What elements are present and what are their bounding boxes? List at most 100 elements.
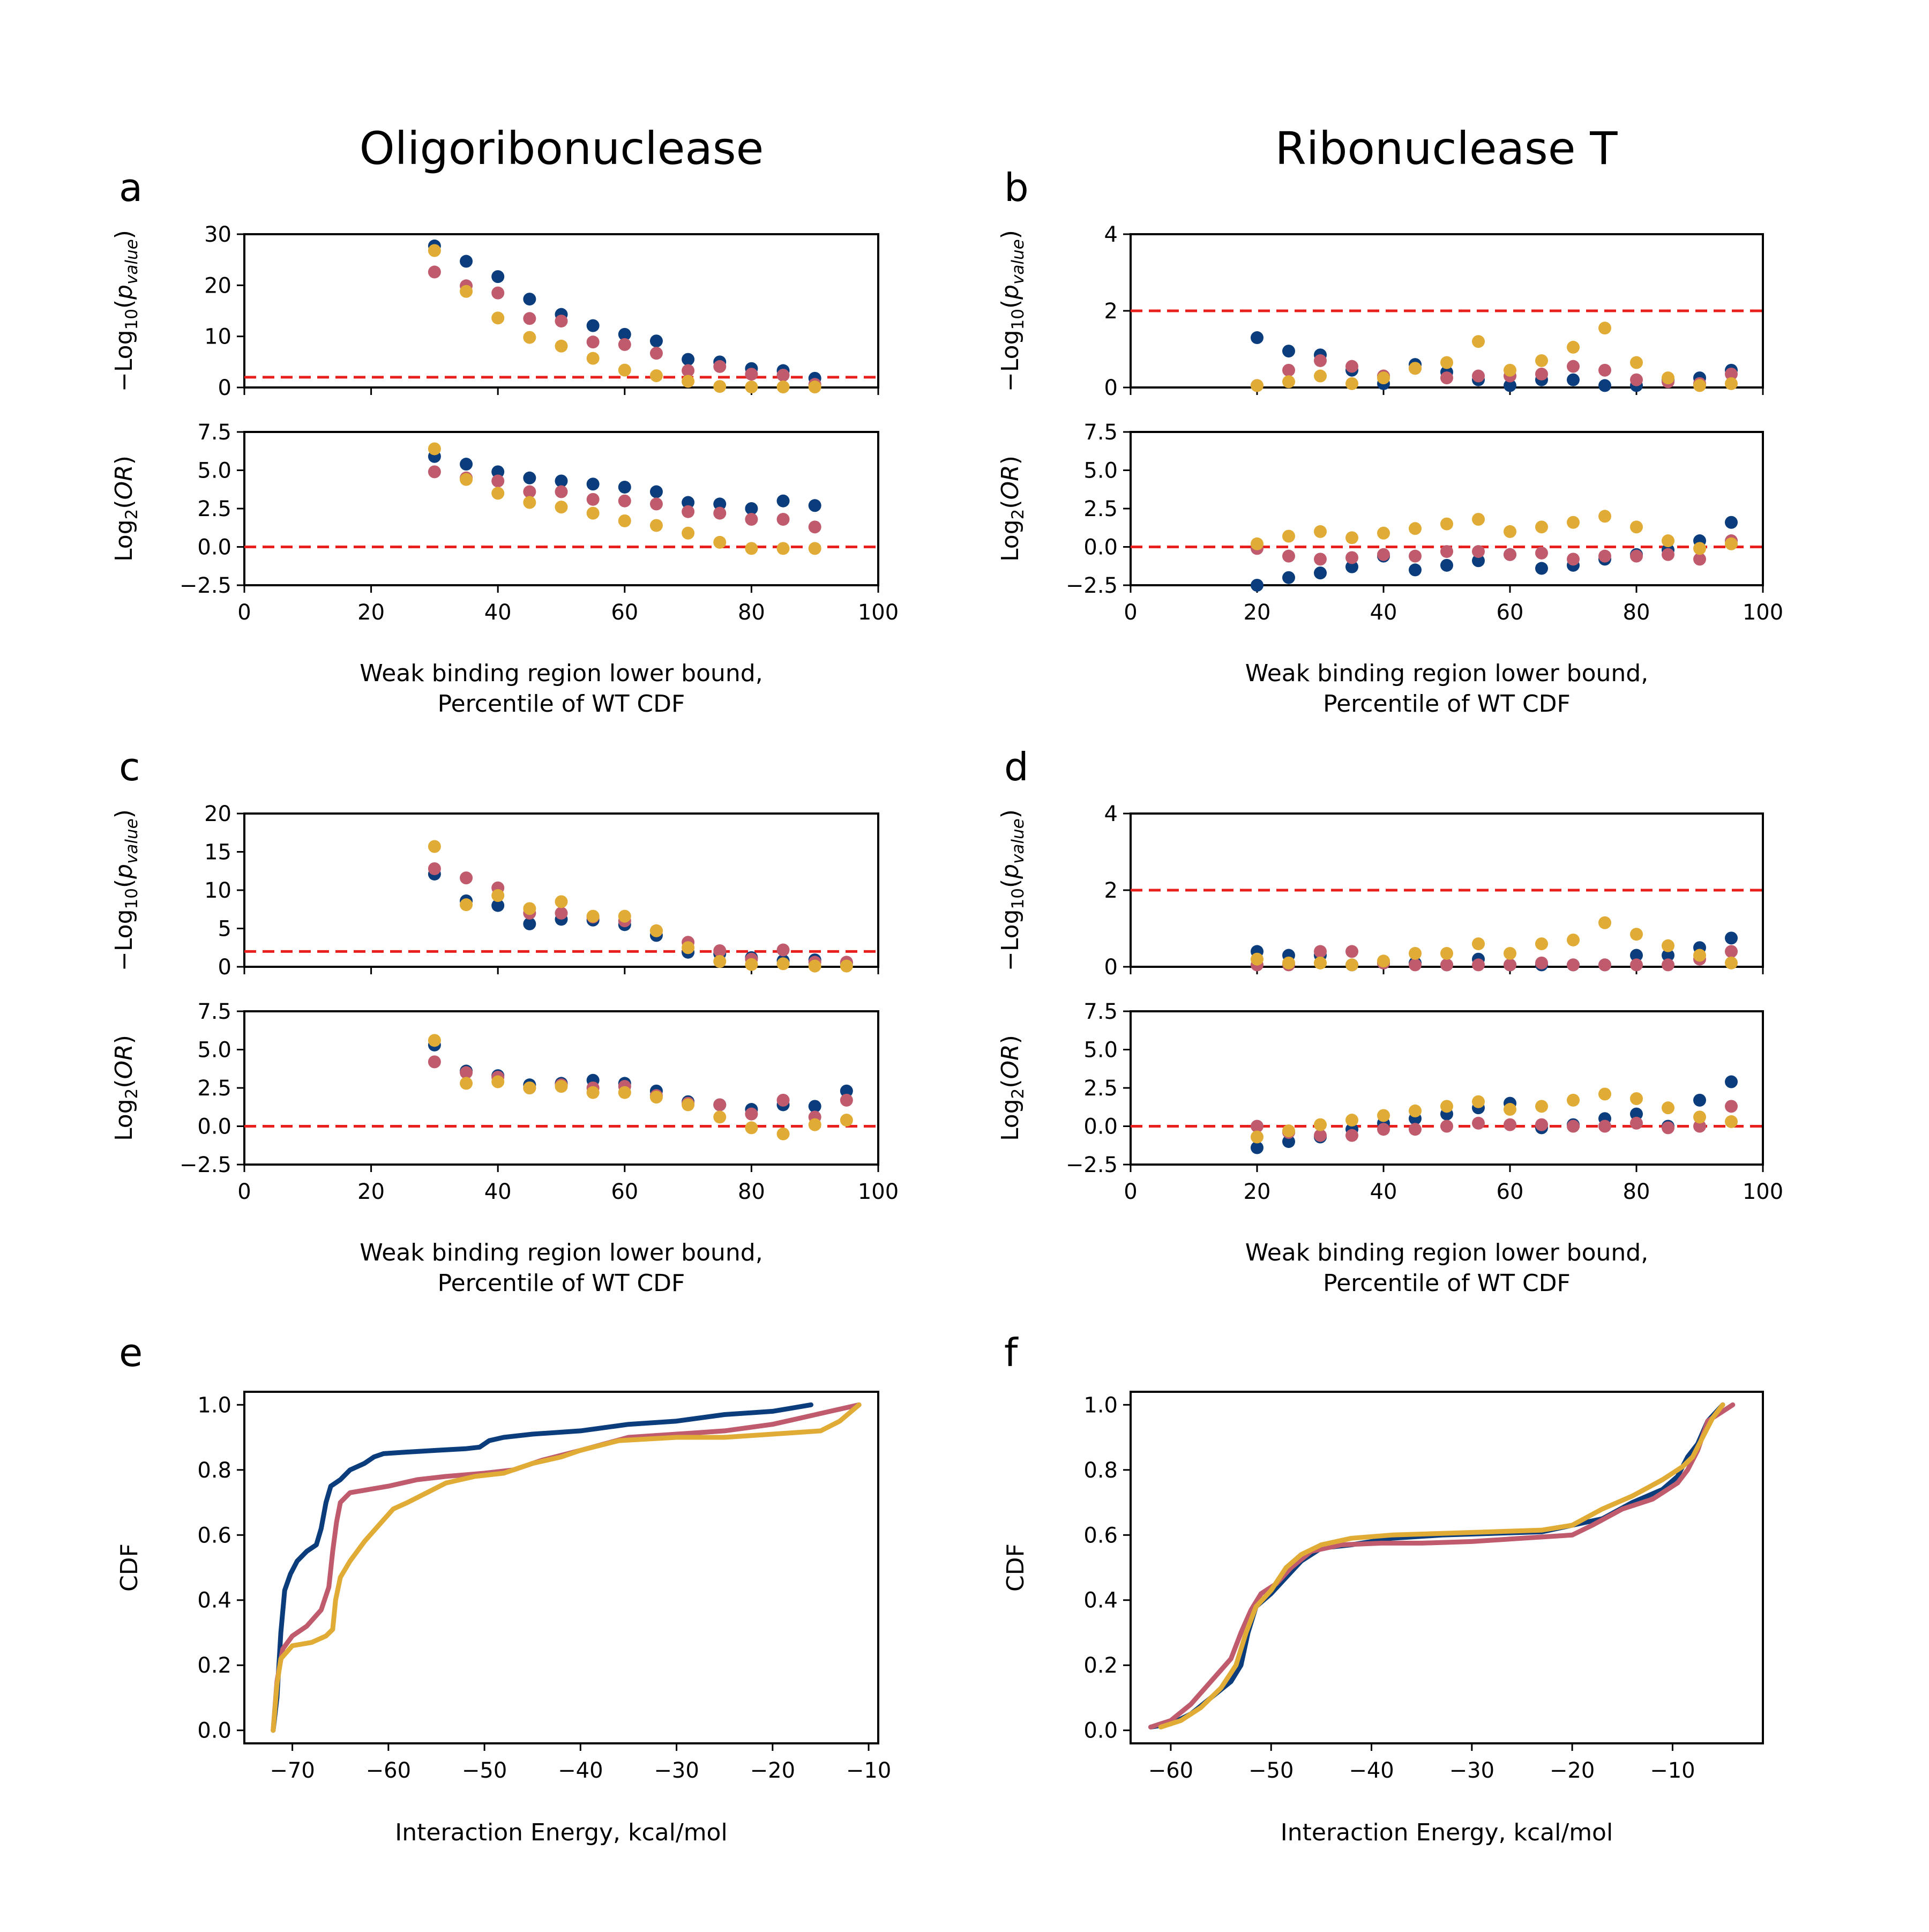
b-oddsratio-point-gold (1567, 516, 1580, 529)
a-oddsratio-point-blue (618, 480, 631, 494)
d-pvalue-point-pink (1504, 958, 1516, 972)
c-pvalue-point-gold (428, 840, 441, 853)
d-oddsratio-point-gold (1504, 1103, 1516, 1116)
a-pvalue-point-gold (428, 244, 441, 257)
b-pvalue-point-gold (1345, 377, 1358, 390)
b-oddsratio-point-blue (1409, 563, 1422, 577)
c-oddsratio-y-tick-label: 7.5 (197, 999, 231, 1024)
a-pvalue-point-pink (649, 347, 663, 360)
d-pvalue-point-gold (1472, 937, 1485, 951)
a-pvalue-point-pink (618, 338, 631, 351)
a-oddsratio-x-tick-label: 60 (611, 600, 638, 625)
a-pvalue-y-tick-label: 10 (204, 325, 231, 349)
d-oddsratio-point-gold (1282, 1124, 1295, 1138)
a-oddsratio-point-pink (618, 494, 631, 508)
a-oddsratio-point-blue (713, 497, 727, 511)
b-pvalue-point-gold (1662, 371, 1674, 385)
b-oddsratio-point-blue (1440, 558, 1453, 572)
c-pvalue-point-gold (682, 941, 695, 954)
panel-letter-b: b (1004, 165, 1029, 210)
c-pvalue-point-gold (776, 957, 790, 971)
a-oddsratio-point-gold (460, 473, 473, 486)
d-oddsratio-point-pink (1251, 1120, 1263, 1133)
c-oddsratio-x-tick-label: 40 (484, 1180, 512, 1204)
e-cdf-x-tick-label: −70 (270, 1758, 315, 1783)
f-cdf-x-tick-label: −50 (1248, 1758, 1294, 1783)
c-pvalue-point-gold (491, 889, 505, 902)
panel-d: d 0 2 4 −Log10(pvalue) −2.5 0.0 2.5 5.0 7.5 0 20 40 6… (997, 744, 1783, 1297)
a-pvalue-point-blue (649, 334, 663, 348)
f-cdf-frame (1130, 1391, 1764, 1744)
c-oddsratio-point-pink (428, 1055, 441, 1069)
a-pvalue-point-pink (745, 368, 758, 381)
c-oddsratio-point-blue (840, 1084, 853, 1098)
c-oddsratio-x-tick-label: 20 (357, 1180, 385, 1204)
b-oddsratio-point-pink (1345, 551, 1358, 564)
d-oddsratio-point-gold (1314, 1118, 1327, 1131)
d-pvalue-point-pink (1472, 958, 1485, 972)
b-oddsratio-point-pink (1662, 548, 1674, 561)
b-pvalue-point-pink (1345, 360, 1358, 373)
b-oddsratio-point-blue (1251, 579, 1263, 592)
a-oddsratio-point-blue (460, 458, 473, 471)
b-oddsratio-point-gold (1345, 531, 1358, 544)
f-cdf-y-tick-label: 0.2 (1083, 1653, 1118, 1678)
b-oddsratio-x-tick-label: 80 (1623, 600, 1650, 625)
a-pvalue-point-pink (776, 369, 790, 382)
d-pvalue-point-pink (1630, 958, 1643, 972)
f-cdf-y-tick-label: 0.8 (1083, 1458, 1118, 1483)
b-pvalue-point-gold (1409, 362, 1422, 375)
a-oddsratio-point-gold (618, 514, 631, 527)
b-oddsratio-point-pink (1377, 548, 1390, 561)
a-pvalue-point-pink (555, 315, 568, 328)
c-oddsratio-point-gold (428, 1034, 441, 1047)
b-pvalue-point-pink (1472, 369, 1485, 383)
d-oddsratio-point-gold (1440, 1100, 1453, 1113)
panel-letter-f: f (1004, 1330, 1019, 1375)
d-pvalue-y-tick-label: 2 (1104, 878, 1118, 903)
a-oddsratio-point-blue (745, 502, 758, 515)
b-oddsratio-point-gold (1693, 542, 1706, 555)
d-oddsratio-point-pink (1693, 1120, 1706, 1133)
d-oddsratio-point-pink (1345, 1129, 1358, 1142)
d-oddsratio-y-tick-label: 0.0 (1083, 1115, 1118, 1139)
b-pvalue-point-blue (1251, 331, 1263, 345)
a-pvalue-point-blue (618, 327, 631, 341)
a-oddsratio-point-gold (586, 506, 600, 520)
b-x-label-line1: Weak binding region lower bound, (1245, 660, 1648, 687)
d-pvalue-point-gold (1598, 916, 1611, 929)
b-pvalue-point-gold (1693, 379, 1706, 392)
a-pvalue-point-pink (586, 335, 600, 349)
c-pvalue-y-tick-label: 0 (218, 955, 231, 980)
e-cdf-y-tick-label: 0.2 (197, 1653, 231, 1678)
d-pvalue-point-gold (1345, 958, 1358, 972)
b-oddsratio-point-gold (1598, 510, 1611, 523)
f-x-label: Interaction Energy, kcal/mol (1281, 1819, 1613, 1846)
c-pvalue-y-tick-label: 20 (204, 802, 231, 826)
a-pvalue-point-gold (491, 311, 505, 325)
b-pvalue-y-tick-label: 0 (1104, 376, 1118, 400)
b-oddsratio-point-pink (1282, 549, 1295, 563)
a-pvalue-point-gold (808, 381, 821, 394)
d-pvalue-point-pink (1662, 958, 1674, 972)
b-oddsratio-point-gold (1472, 513, 1485, 526)
b-oddsratio-point-gold (1630, 520, 1643, 534)
c-x-label-line1: Weak binding region lower bound, (360, 1239, 762, 1266)
b-oddsratio-point-pink (1440, 545, 1453, 558)
b-oddsratio-point-pink (1630, 549, 1643, 563)
a-pvalue-point-blue (682, 353, 695, 366)
b-oddsratio-point-pink (1535, 546, 1548, 560)
d-pvalue-y-label: −Log10(pvalue) (997, 809, 1028, 971)
c-oddsratio-point-gold (808, 1118, 821, 1131)
c-oddsratio-y-tick-label: 0.0 (197, 1115, 231, 1139)
c-oddsratio-y-tick-label: 2.5 (197, 1076, 231, 1101)
d-oddsratio-point-gold (1725, 1115, 1738, 1128)
d-x-label-line1: Weak binding region lower bound, (1245, 1239, 1648, 1266)
a-pvalue-point-blue (491, 270, 505, 284)
f-cdf-y-tick-label: 0.4 (1083, 1588, 1118, 1613)
a-oddsratio-x-tick-label: 100 (858, 600, 899, 625)
d-pvalue-point-gold (1567, 933, 1580, 946)
d-pvalue-point-pink (1567, 958, 1580, 972)
c-oddsratio-point-pink (840, 1093, 853, 1107)
f-cdf-line-blue (1148, 1402, 1725, 1730)
